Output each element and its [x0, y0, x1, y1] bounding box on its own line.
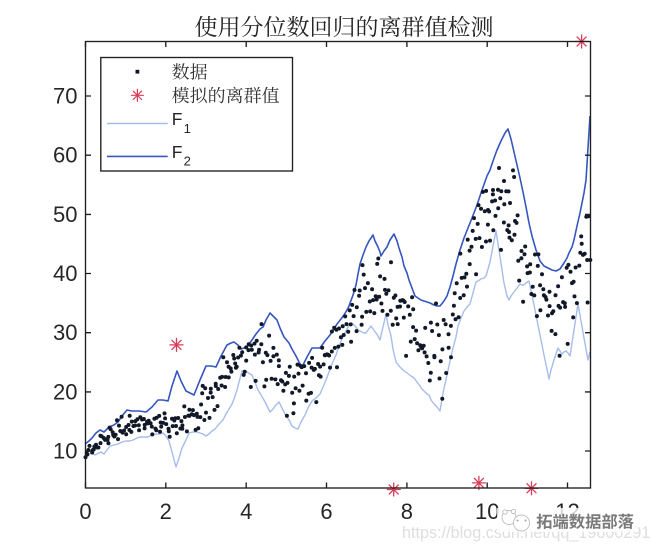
- svg-text:50: 50: [53, 202, 77, 227]
- svg-text:F: F: [172, 142, 183, 162]
- svg-text:40: 40: [53, 261, 77, 286]
- svg-text:4: 4: [240, 499, 252, 524]
- svg-text:0: 0: [79, 499, 91, 524]
- svg-text:10: 10: [53, 439, 77, 464]
- svg-text:2: 2: [184, 154, 191, 169]
- svg-text:60: 60: [53, 143, 77, 168]
- svg-text:70: 70: [53, 84, 77, 109]
- svg-text:2: 2: [160, 499, 172, 524]
- svg-text:20: 20: [53, 379, 77, 404]
- svg-text:1: 1: [184, 121, 191, 136]
- svg-text:6: 6: [320, 499, 332, 524]
- svg-text:10: 10: [475, 499, 499, 524]
- svg-text:30: 30: [53, 320, 77, 345]
- svg-text:8: 8: [401, 499, 413, 524]
- svg-text:F: F: [172, 109, 183, 129]
